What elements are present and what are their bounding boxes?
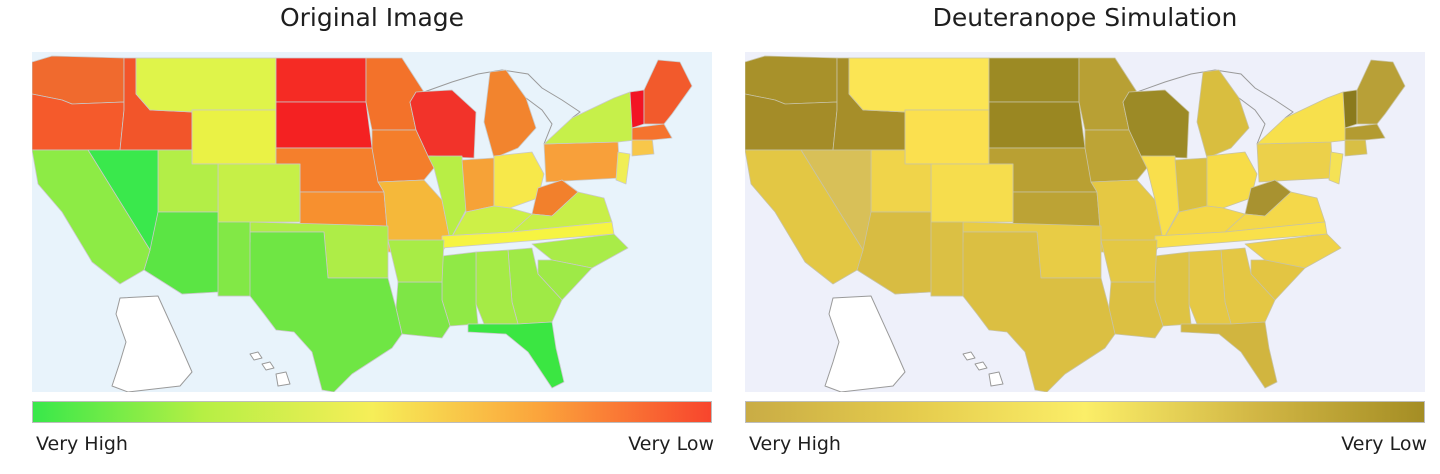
state-wyoming <box>904 109 990 165</box>
state-indiana <box>461 157 495 213</box>
state-alaska <box>824 295 906 392</box>
state-wyoming <box>191 109 277 165</box>
state-vermont <box>629 89 645 129</box>
state-louisiana <box>395 281 451 339</box>
state-north-carolina <box>1244 233 1342 269</box>
deuteranope-simulation-panel: Deuteranope Simulation Very High Very Lo… <box>743 0 1427 474</box>
state-arkansas <box>1100 239 1158 283</box>
state-montana <box>848 57 990 113</box>
legend-min-label: Very High <box>36 433 128 455</box>
legend-min-label: Very High <box>749 433 841 455</box>
state-california <box>745 149 864 285</box>
state-florida <box>1180 321 1278 389</box>
state-louisiana <box>1108 281 1164 339</box>
state-north-dakota <box>988 57 1080 103</box>
state-south-dakota <box>275 101 373 149</box>
state-florida <box>467 321 565 389</box>
state-indiana <box>1174 157 1208 213</box>
great-lakes-outline <box>423 69 581 145</box>
state-hawaii <box>962 351 1004 387</box>
map-svg <box>745 52 1425 392</box>
state-south-carolina <box>1250 259 1306 301</box>
state-mississippi <box>441 251 479 327</box>
state-hawaii <box>249 351 291 387</box>
state-south-dakota <box>988 101 1086 149</box>
panel-title: Deuteranope Simulation <box>932 3 1238 32</box>
state-maine <box>1356 59 1406 125</box>
panel-title: Original Image <box>279 3 465 32</box>
state-michigan <box>483 69 537 159</box>
legend-max-label: Very Low <box>628 433 714 455</box>
us-choropleth-map <box>32 52 712 392</box>
original-image-panel: Original Image Very High Very Low <box>30 0 714 474</box>
state-colorado <box>217 163 301 223</box>
state-vermont <box>1342 89 1358 129</box>
state-massachusetts <box>1344 123 1386 141</box>
legend-max-label: Very Low <box>1341 433 1427 455</box>
state-california <box>32 149 151 285</box>
us-choropleth-map <box>745 52 1425 392</box>
great-lakes-outline <box>1136 69 1294 145</box>
state-north-dakota <box>275 57 367 103</box>
state-north-carolina <box>531 233 629 269</box>
state-maine <box>643 59 693 125</box>
state-alaska <box>111 295 193 392</box>
state-pennsylvania <box>1256 141 1334 183</box>
state-iowa <box>1084 129 1148 183</box>
state-new-jersey <box>1328 151 1344 185</box>
state-iowa <box>371 129 435 183</box>
state-new-jersey <box>615 151 631 185</box>
state-south-carolina <box>537 259 593 301</box>
map-svg <box>32 52 712 392</box>
legend-color-scale <box>745 401 1425 423</box>
state-pennsylvania <box>543 141 621 183</box>
state-michigan <box>1196 69 1250 159</box>
state-colorado <box>930 163 1014 223</box>
state-mississippi <box>1154 251 1192 327</box>
state-arkansas <box>387 239 445 283</box>
state-massachusetts <box>631 123 673 141</box>
legend-color-scale <box>32 401 712 423</box>
state-montana <box>135 57 277 113</box>
